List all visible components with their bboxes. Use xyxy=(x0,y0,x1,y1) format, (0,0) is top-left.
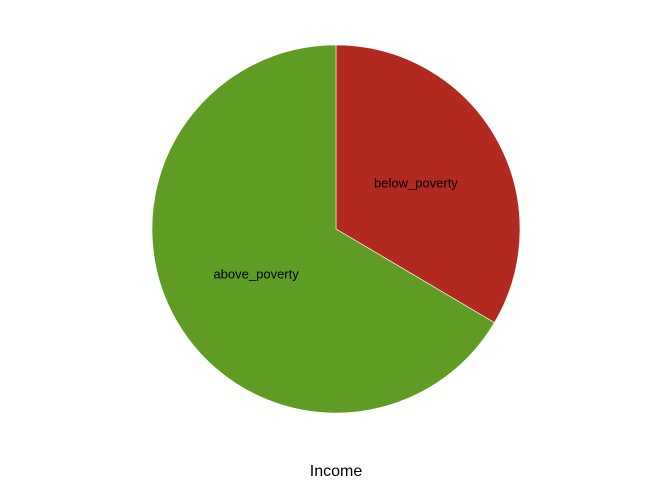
x-axis-title: Income xyxy=(310,463,363,480)
pie-slice-below-poverty xyxy=(335,44,521,324)
pie-label-below-poverty: below_poverty xyxy=(374,175,458,190)
pie-labels: below_poverty above_poverty xyxy=(213,175,458,281)
pie-slices xyxy=(151,44,521,414)
pie-slice-above-poverty xyxy=(151,44,495,414)
pie-label-above-poverty: above_poverty xyxy=(213,267,299,282)
